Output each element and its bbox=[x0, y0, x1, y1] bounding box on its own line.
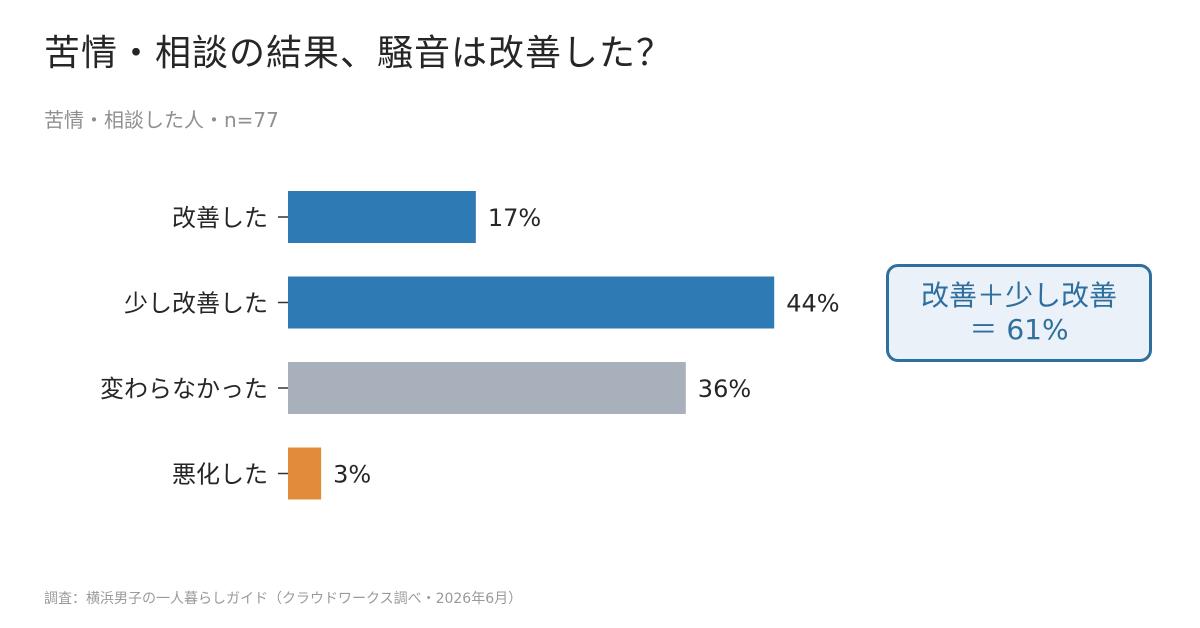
category-label: 改善した bbox=[172, 204, 268, 232]
callout-line-2: ＝ 61% bbox=[969, 313, 1069, 346]
summary-callout: 改善＋少し改善 ＝ 61% bbox=[886, 264, 1152, 362]
bar bbox=[288, 191, 476, 243]
value-label: 3% bbox=[333, 461, 371, 489]
callout-line-1: 改善＋少し改善 bbox=[920, 279, 1117, 312]
source-note: 調査：横浜男子の一人暮らしガイド（クラウドワークス調べ・2026年6月） bbox=[44, 591, 523, 607]
category-label: 少し改善した bbox=[124, 290, 268, 318]
value-label: 17% bbox=[488, 204, 541, 232]
bar bbox=[288, 276, 775, 329]
value-label: 36% bbox=[698, 375, 751, 403]
chart-title: 苦情・相談の結果、騒音は改善した？ bbox=[44, 33, 674, 74]
value-label: 44% bbox=[786, 290, 839, 318]
chart-subtitle: 苦情・相談した人・n=77 bbox=[44, 108, 279, 132]
bar bbox=[288, 447, 322, 500]
category-label: 変わらなかった bbox=[100, 375, 268, 403]
bar bbox=[288, 362, 686, 414]
category-label: 悪化した bbox=[172, 461, 268, 489]
